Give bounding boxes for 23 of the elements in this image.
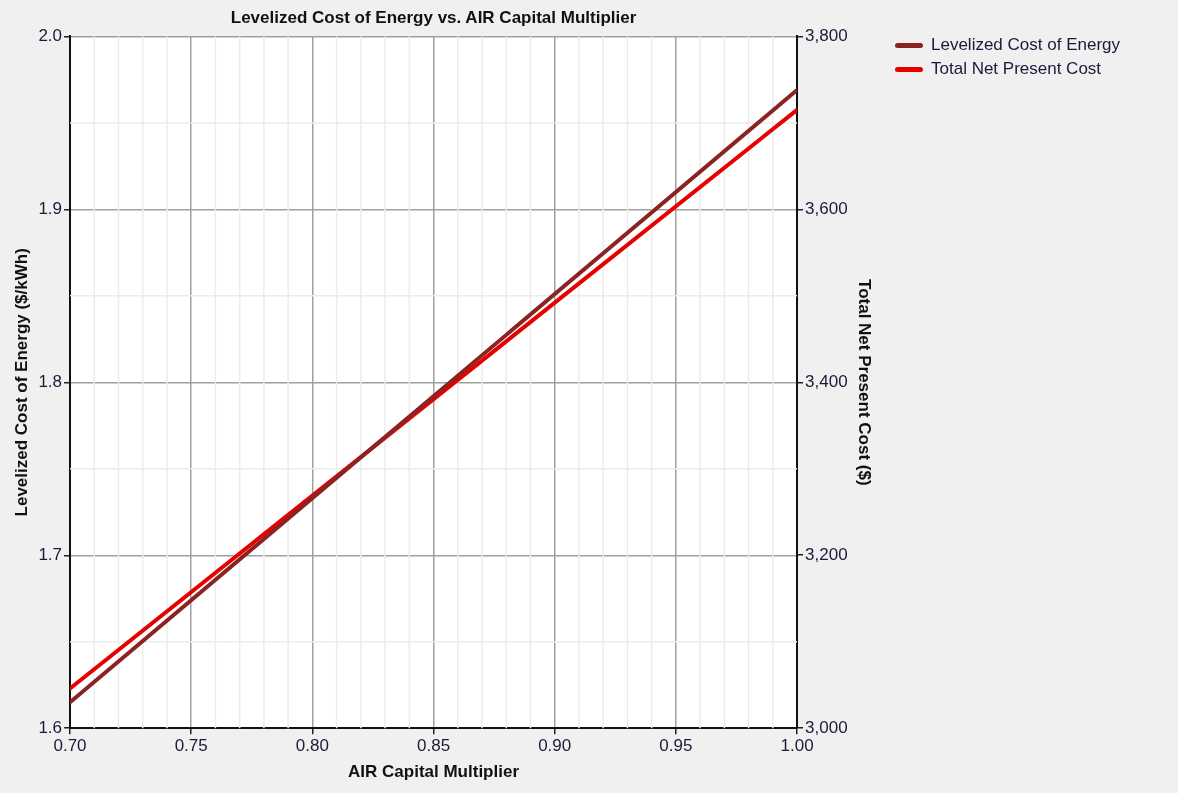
- y2-tick-label: 3,200: [805, 544, 848, 564]
- x-tick-label: 0.75: [174, 736, 208, 756]
- y2-axis-title: Total Net Present Cost ($): [855, 279, 875, 486]
- y-tick-label: 1.6: [38, 717, 63, 737]
- y-tick-label: 2.0: [38, 26, 63, 46]
- chart-title: Levelized Cost of Energy vs. AIR Capital Multiplier: [230, 7, 637, 27]
- legend-label: Total Net Present Cost: [931, 59, 1102, 79]
- x-tick-label: 0.90: [538, 736, 572, 756]
- x-tick-label: 1.00: [780, 736, 814, 756]
- y-tick-label: 1.9: [38, 199, 63, 219]
- x-tick-label: 0.95: [659, 736, 693, 756]
- x-tick-label: 0.85: [417, 736, 451, 756]
- y-axis-title: Levelized Cost of Energy ($/kWh): [11, 248, 31, 517]
- y2-tick-label: 3,400: [805, 371, 848, 391]
- legend-label: Levelized Cost of Energy: [931, 35, 1120, 55]
- y2-tick-label: 3,000: [805, 717, 848, 737]
- x-tick-label: 0.70: [53, 736, 87, 756]
- x-tick-label: 0.80: [295, 736, 329, 756]
- y-tick-label: 1.8: [38, 371, 63, 391]
- y-tick-label: 1.7: [38, 544, 63, 564]
- y2-tick-label: 3,800: [805, 26, 848, 46]
- x-axis-title: AIR Capital Multiplier: [348, 762, 520, 782]
- y2-tick-label: 3,600: [805, 199, 848, 219]
